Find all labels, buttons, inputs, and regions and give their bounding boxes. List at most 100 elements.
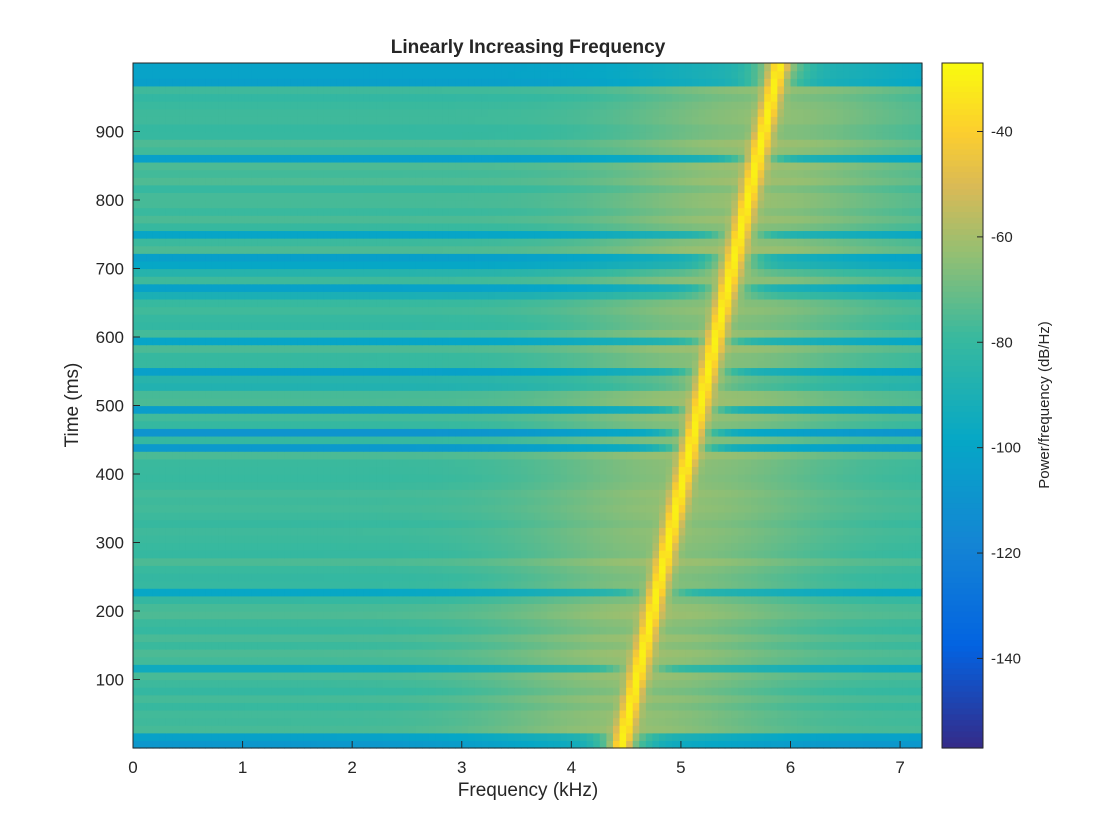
heatmap-cell [757,641,765,650]
heatmap-cell [231,664,239,673]
heatmap-cell [718,679,726,688]
heatmap-cell [797,732,805,741]
heatmap-cell [757,443,765,452]
heatmap-cell [139,626,147,635]
heatmap-cell [862,435,870,445]
heatmap-cell [415,725,423,734]
heatmap-cell [691,709,700,719]
heatmap-cell [665,671,673,681]
heatmap-cell [271,557,279,566]
heatmap-cell [165,664,174,673]
heatmap-cell [198,557,206,566]
heatmap-cell [606,435,614,445]
heatmap-cell [875,687,884,696]
heatmap-cell [783,451,792,460]
heatmap-cell [875,656,884,665]
heatmap-cell [303,679,312,688]
heatmap-cell [428,519,437,528]
heatmap-cell [179,588,187,597]
heatmap-cell [829,732,838,741]
heatmap-cell [705,603,713,612]
heatmap-cell [626,709,634,719]
heatmap-cell [560,474,568,483]
heatmap-cell [599,656,607,665]
heatmap-cell [645,466,654,475]
heatmap-cell [244,656,252,665]
heatmap-cell [691,656,700,665]
heatmap-cell [231,435,239,445]
heatmap-cell [152,679,160,688]
heatmap-cell [770,557,778,566]
heatmap-cell [520,542,529,551]
heatmap-cell [165,565,174,574]
heatmap-cell [185,725,193,734]
heatmap-cell [389,679,397,688]
heatmap-cell [363,671,371,681]
heatmap-cell [225,633,233,643]
heatmap-cell [810,519,818,528]
heatmap-cell [481,611,489,620]
heatmap-cell [349,740,358,749]
heatmap-cell [520,527,529,536]
heatmap-cell [422,572,430,582]
heatmap-cell [553,565,561,574]
heatmap-cell [751,496,759,506]
heatmap-cell [264,451,272,460]
heatmap-cell [724,633,732,643]
heatmap-cell [678,595,686,604]
heatmap-cell [225,679,233,688]
heatmap-cell [343,512,351,521]
heatmap-cell [257,626,266,635]
heatmap-cell [744,474,752,483]
heatmap-cell [875,466,884,475]
heatmap-cell [139,580,147,589]
heatmap-cell [297,626,305,635]
heatmap-cell [665,534,673,544]
heatmap-cell [382,580,391,589]
heatmap-cell [711,474,719,483]
heatmap-cell [632,557,640,566]
heatmap-cell [803,687,811,696]
heatmap-cell [685,664,693,673]
heatmap-cell [816,732,824,741]
heatmap-cell [823,481,831,490]
heatmap-cell [612,489,621,498]
heatmap-cell [711,732,719,741]
heatmap-cell [908,687,917,696]
heatmap-cell [257,702,266,711]
heatmap-cell [336,565,344,574]
heatmap-cell [875,504,884,513]
heatmap-cell [442,428,450,437]
heatmap-cell [757,633,765,643]
heatmap-cell [645,611,654,620]
heatmap-cell [764,519,772,528]
heatmap-cell [382,649,391,658]
heatmap-cell [257,435,266,445]
heatmap-cell [238,451,246,460]
heatmap-cell [514,603,522,612]
heatmap-cell [409,687,417,696]
heatmap-cell [639,656,647,665]
heatmap-cell [632,542,640,551]
heatmap-cell [376,595,384,604]
heatmap-cell [678,656,686,665]
heatmap-cell [764,572,772,582]
heatmap-cell [797,443,805,452]
heatmap-cell [468,443,476,452]
heatmap-cell [422,435,430,445]
heatmap-cell [461,580,469,589]
heatmap-cell [205,428,213,437]
heatmap-cell [402,527,410,536]
heatmap-cell [862,603,870,612]
heatmap-cell [205,687,213,696]
heatmap-cell [369,649,377,658]
heatmap-cell [330,611,338,620]
heatmap-cell [711,557,719,566]
heatmap-cell [290,588,298,597]
heatmap-cell [553,474,561,483]
heatmap-cell [428,572,437,582]
heatmap-cell [843,664,851,673]
heatmap-cell [468,550,476,559]
heatmap-cell [895,679,903,688]
